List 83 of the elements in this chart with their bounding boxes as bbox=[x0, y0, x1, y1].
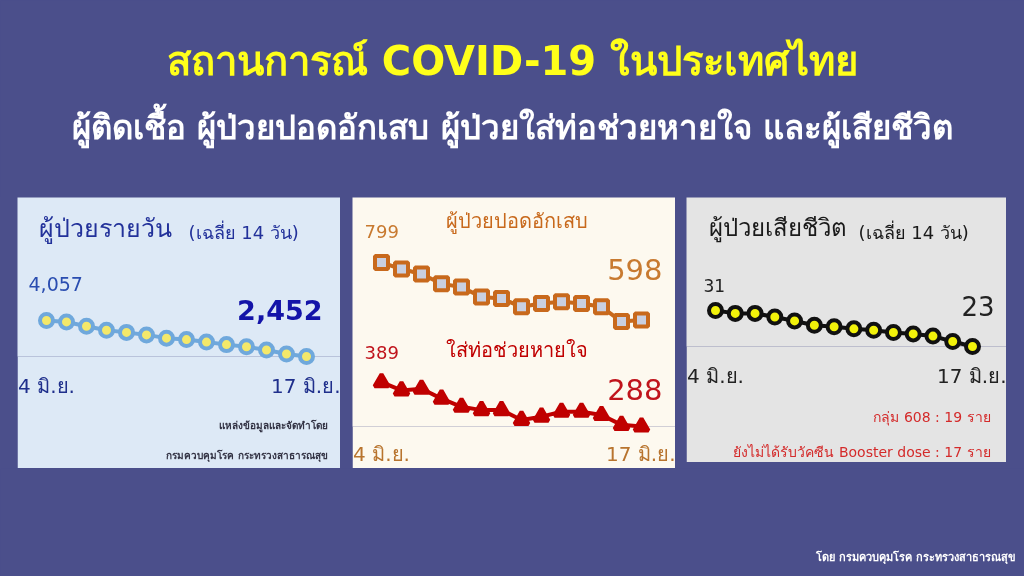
x-tick-label: 4 มิ.ย. bbox=[18, 373, 75, 398]
point bbox=[964, 338, 981, 355]
point bbox=[452, 396, 471, 413]
point bbox=[592, 404, 611, 422]
x-tick-label: 17 มิ.ย. bbox=[605, 441, 676, 466]
point bbox=[572, 401, 591, 418]
point bbox=[38, 312, 55, 329]
point bbox=[825, 318, 843, 336]
point bbox=[178, 331, 195, 349]
point bbox=[865, 321, 883, 339]
point bbox=[492, 400, 511, 417]
text: สถานการณ์ COVID-19 ในประเทศไทย bbox=[166, 37, 859, 84]
point bbox=[746, 304, 764, 322]
point bbox=[118, 323, 135, 341]
text: แหล่งข้อมูลและจัดทำโดย bbox=[218, 418, 328, 433]
point bbox=[373, 254, 390, 271]
point bbox=[944, 332, 962, 350]
point bbox=[924, 327, 942, 345]
point bbox=[392, 380, 411, 397]
chart-title: ผู้ป่วยรายวัน bbox=[38, 214, 172, 244]
text: ยังไม่ได้รับวัคซีน Booster dose : 17 ราย bbox=[733, 443, 991, 460]
point bbox=[707, 302, 724, 319]
point bbox=[553, 293, 570, 311]
point bbox=[532, 406, 551, 423]
point bbox=[432, 388, 451, 405]
point bbox=[393, 260, 410, 278]
point bbox=[533, 295, 550, 312]
point bbox=[512, 409, 531, 426]
point bbox=[884, 323, 902, 341]
point bbox=[158, 329, 175, 347]
point bbox=[138, 326, 155, 344]
text: โดย กรมควบคุมโรค กระทรวงสาธารณสุข bbox=[814, 550, 1016, 565]
annotation: 23 bbox=[961, 291, 995, 322]
point bbox=[472, 400, 491, 417]
point bbox=[433, 275, 450, 293]
point bbox=[218, 336, 235, 354]
text: กรมควบคุมโรค กระทรวงสาธารณสุข bbox=[166, 448, 328, 462]
point bbox=[573, 295, 590, 312]
point bbox=[726, 304, 744, 322]
annotation: 799 bbox=[364, 221, 399, 242]
text: ผู้ติดเชื้อ ผู้ป่วยปอดอักเสบ ผู้ป่วยใส่ท่อช่วยหายใจ และผู้เสียชีวิต bbox=[71, 103, 954, 149]
point bbox=[612, 414, 631, 431]
x-tick-label: 17 มิ.ย. bbox=[936, 363, 1007, 388]
point bbox=[372, 372, 391, 389]
point bbox=[413, 265, 430, 283]
annotation: 4,057 bbox=[28, 272, 83, 295]
point bbox=[58, 313, 75, 331]
point bbox=[473, 288, 490, 306]
annotation: 31 bbox=[703, 276, 726, 296]
point bbox=[238, 338, 255, 356]
point bbox=[258, 341, 275, 359]
point bbox=[766, 308, 784, 326]
text: กลุ่ม 608 : 19 ราย bbox=[873, 409, 991, 426]
point bbox=[805, 316, 823, 334]
annotation: 2,452 bbox=[237, 294, 323, 326]
annotation: 288 bbox=[607, 373, 663, 407]
point bbox=[98, 321, 115, 339]
point bbox=[593, 298, 610, 316]
point bbox=[278, 345, 295, 363]
point bbox=[552, 401, 571, 418]
point bbox=[845, 320, 863, 338]
point bbox=[632, 416, 651, 433]
point bbox=[493, 290, 510, 308]
series-label: ผู้ป่วยปอดอักเสบ bbox=[445, 208, 588, 234]
x-tick-label: 4 มิ.ย. bbox=[353, 441, 410, 466]
point bbox=[904, 325, 922, 343]
point bbox=[412, 378, 431, 395]
point bbox=[786, 312, 804, 330]
series-label: ใส่ท่อช่วยหายใจ bbox=[445, 337, 588, 362]
annotation: 389 bbox=[364, 341, 399, 363]
chart-subtitle: (เฉลี่ย 14 วัน) bbox=[188, 220, 299, 243]
x-tick-label: 4 มิ.ย. bbox=[687, 363, 744, 388]
point bbox=[513, 298, 530, 316]
x-tick-label: 17 มิ.ย. bbox=[270, 373, 341, 398]
annotation: 598 bbox=[607, 253, 663, 288]
chart-subtitle: (เฉลี่ย 14 วัน) bbox=[858, 220, 969, 243]
chart-title: ผู้ป่วยเสียชีวิต bbox=[708, 213, 847, 243]
point bbox=[298, 348, 315, 365]
point bbox=[633, 311, 650, 329]
point bbox=[78, 317, 95, 335]
point bbox=[613, 313, 630, 331]
point bbox=[198, 333, 215, 351]
point bbox=[453, 278, 470, 296]
